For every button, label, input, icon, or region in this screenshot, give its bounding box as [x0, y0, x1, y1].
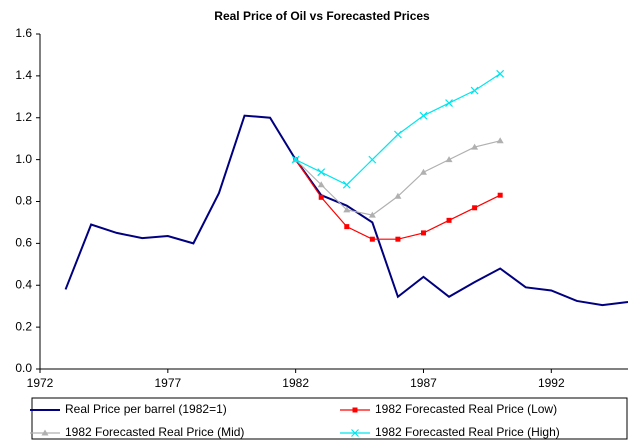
legend-label: 1982 Forecasted Real Price (Mid) [65, 425, 244, 439]
marker [344, 224, 350, 230]
marker [291, 155, 300, 164]
marker [369, 236, 375, 242]
y-tick-label: 0.0 [15, 361, 32, 375]
marker [496, 137, 504, 144]
marker [368, 211, 376, 218]
marker [41, 429, 49, 436]
x-tick-label: 1987 [410, 376, 437, 390]
data-line [295, 159, 501, 240]
marker [393, 130, 402, 139]
marker [343, 206, 351, 213]
marker [352, 407, 358, 413]
y-tick-label: 0.8 [15, 194, 32, 208]
marker [496, 69, 505, 78]
x-tick-label: 1982 [282, 376, 309, 390]
marker [395, 236, 401, 242]
marker [471, 143, 479, 150]
x-tick-label: 1972 [27, 376, 54, 390]
marker [318, 194, 324, 200]
y-tick-label: 1.4 [15, 68, 32, 82]
y-tick-label: 1.2 [15, 110, 32, 124]
marker [351, 429, 359, 437]
marker [472, 205, 478, 211]
y-tick-label: 1.0 [15, 152, 32, 166]
marker [342, 180, 351, 189]
legend-label: 1982 Forecasted Real Price (Low) [375, 402, 557, 416]
marker [368, 155, 377, 164]
marker [317, 181, 325, 188]
marker [317, 168, 326, 177]
marker [394, 192, 402, 199]
y-tick-label: 0.6 [15, 236, 32, 250]
y-tick-label: 0.2 [15, 319, 32, 333]
chart-title: Real Price of Oil vs Forecasted Prices [214, 9, 430, 23]
marker [419, 111, 428, 120]
marker [419, 168, 427, 175]
y-tick-label: 1.6 [15, 26, 32, 40]
y-tick-label: 0.4 [15, 277, 32, 291]
x-tick-label: 1992 [538, 376, 565, 390]
marker [470, 86, 479, 95]
legend-label: Real Price per barrel (1982=1) [65, 402, 227, 416]
legend-box [31, 397, 628, 440]
legend-label: 1982 Forecasted Real Price (High) [375, 425, 560, 439]
x-tick-label: 1977 [154, 376, 181, 390]
marker [446, 217, 452, 223]
data-line [64, 114, 628, 307]
data-line [295, 73, 501, 186]
marker [445, 99, 453, 108]
marker [420, 230, 426, 236]
marker [445, 156, 453, 163]
marker [497, 192, 503, 198]
